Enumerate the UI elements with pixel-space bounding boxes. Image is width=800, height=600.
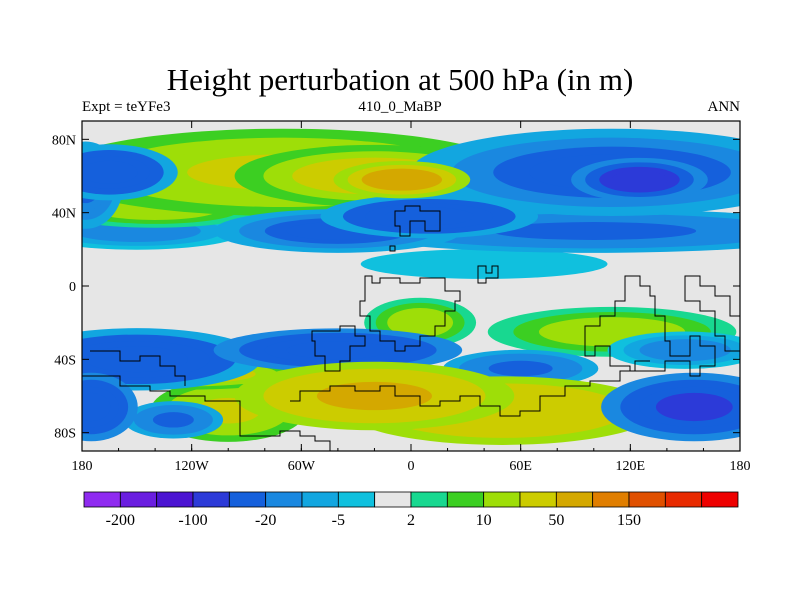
colorbar-label-0: -200 bbox=[106, 512, 135, 529]
colorbar: -200 -100 -20 -5 2 10 50 150 bbox=[83, 491, 739, 529]
colorbar-swatch-11 bbox=[483, 491, 521, 508]
experiment-label: Expt = teYFe3 bbox=[82, 99, 171, 115]
coastline-west-antarctica bbox=[90, 350, 186, 386]
contour-feature-0-3 bbox=[420, 256, 549, 272]
colorbar-swatch-8 bbox=[374, 491, 412, 508]
colorbar-swatch-17 bbox=[701, 491, 739, 508]
colorbar-swatch-7 bbox=[337, 491, 376, 508]
x-tick-label-4: 60E bbox=[509, 459, 532, 474]
contour-feature-24-3 bbox=[373, 171, 431, 188]
contour-feature-16-3 bbox=[82, 160, 138, 184]
chart-title: Height perturbation at 500 hPa (in m) bbox=[166, 62, 634, 97]
period-label: 410_0_MaBP bbox=[358, 99, 442, 115]
colorbar-label-2: -20 bbox=[255, 512, 276, 529]
coastline-outline bbox=[82, 205, 740, 451]
y-axis: 80N 40N 0 40S 80S bbox=[52, 133, 740, 442]
contour-feature-23-3 bbox=[655, 392, 733, 422]
colorbar-label-1: -100 bbox=[178, 512, 207, 529]
x-tick-label-3: 0 bbox=[408, 459, 415, 474]
colorbar-label-4: 2 bbox=[407, 512, 415, 529]
colorbar-swatch-0 bbox=[83, 491, 121, 508]
x-tick-label-2: 60W bbox=[288, 459, 316, 474]
colorbar-swatch-10 bbox=[446, 491, 485, 508]
colorbar-swatch-12 bbox=[519, 491, 557, 508]
colorbar-swatch-1 bbox=[119, 491, 158, 508]
x-tick-label-5: 120E bbox=[616, 459, 646, 474]
colorbar-label-3: -5 bbox=[332, 512, 345, 529]
coastline-australia bbox=[684, 275, 740, 352]
colorbar-swatch-13 bbox=[555, 491, 594, 508]
coastline-southern-ring bbox=[290, 360, 650, 417]
colorbar-label-6: 50 bbox=[548, 512, 564, 529]
y-tick-label-3: 40S bbox=[54, 353, 76, 368]
y-tick-label-1: 40N bbox=[52, 207, 76, 222]
colorbar-swatch-15 bbox=[628, 491, 666, 508]
contour-feature-9-3 bbox=[491, 222, 697, 240]
contour-feature-25-3 bbox=[611, 170, 668, 189]
contour-feature-21-3 bbox=[82, 392, 111, 422]
contour-field bbox=[82, 121, 740, 451]
colorbar-swatch-9 bbox=[410, 491, 448, 508]
colorbar-label-5: 10 bbox=[476, 512, 492, 529]
colorbar-label-7: 150 bbox=[617, 512, 641, 529]
colorbar-swatch-5 bbox=[265, 491, 303, 508]
x-tick-label-6: 180 bbox=[730, 459, 751, 474]
y-tick-label-4: 80S bbox=[54, 427, 76, 442]
contour-feature-11-3 bbox=[152, 412, 194, 428]
coastline-africa bbox=[359, 275, 461, 352]
x-axis: 180 120W 60W 0 60E 120E 180 bbox=[72, 121, 751, 474]
coastline-antarctica bbox=[82, 375, 331, 451]
season-label: ANN bbox=[707, 99, 741, 115]
colorbar-swatch-4 bbox=[228, 491, 267, 508]
contour-feature-3-3 bbox=[397, 312, 444, 333]
colorbar-swatch-14 bbox=[592, 491, 630, 508]
coastline-island-east bbox=[389, 245, 396, 252]
contour-feature-19-3 bbox=[286, 341, 390, 360]
colorbar-swatch-6 bbox=[301, 491, 339, 508]
x-tick-label-0: 180 bbox=[72, 459, 93, 474]
contour-feature-22-3 bbox=[316, 381, 433, 411]
coastline-south-america bbox=[311, 325, 366, 372]
colorbar-swatch-3 bbox=[192, 491, 230, 508]
contour-feature-17-3 bbox=[384, 207, 475, 226]
colorbar-swatch-16 bbox=[664, 491, 703, 508]
x-tick-label-1: 120W bbox=[175, 459, 210, 474]
coastline-asia bbox=[584, 275, 716, 377]
y-tick-label-2: 0 bbox=[69, 280, 76, 295]
colorbar-swatch-2 bbox=[156, 491, 194, 508]
contour-feature-10-3 bbox=[488, 360, 553, 377]
contour-feature-18-3 bbox=[85, 346, 189, 373]
y-tick-label-0: 80N bbox=[52, 133, 76, 148]
coastline-island-north bbox=[477, 265, 499, 284]
coastline-north-america bbox=[394, 205, 441, 237]
